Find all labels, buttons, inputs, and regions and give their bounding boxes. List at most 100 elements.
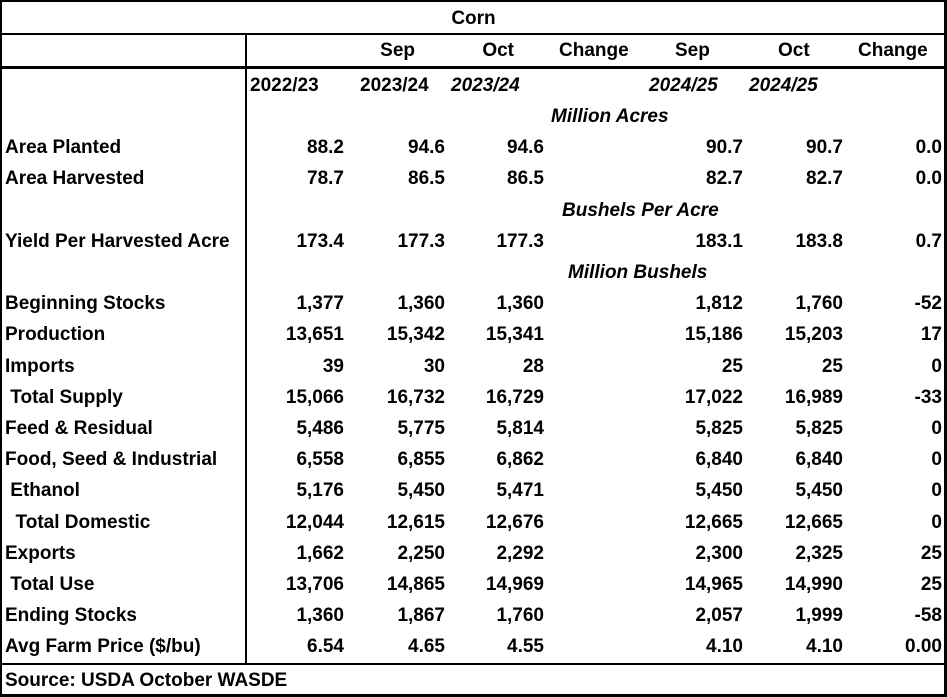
table-cell: 15,203 bbox=[784, 324, 843, 345]
label-column-divider bbox=[245, 33, 247, 663]
table-cell: 13,706 bbox=[285, 574, 344, 595]
table-cell: 39 bbox=[322, 356, 344, 377]
row-label: Total Supply bbox=[5, 387, 123, 408]
row-label: Total Use bbox=[5, 574, 95, 595]
header-year: 2022/23 bbox=[250, 75, 319, 96]
table-cell: 1,360 bbox=[397, 293, 445, 314]
table-cell: 4.10 bbox=[806, 636, 843, 657]
row-label: Avg Farm Price ($/bu) bbox=[5, 636, 201, 657]
row-label: Area Planted bbox=[5, 137, 122, 158]
table-cell: 177.3 bbox=[496, 231, 544, 252]
row-label: Ethanol bbox=[5, 480, 80, 501]
table-cell: 6.54 bbox=[307, 636, 344, 657]
header-month: Change bbox=[559, 40, 629, 61]
table-cell: 2,292 bbox=[496, 543, 544, 564]
border-right bbox=[944, 0, 947, 697]
table-cell: 6,840 bbox=[695, 449, 743, 470]
table-cell: 0 bbox=[931, 512, 942, 533]
table-cell: 0 bbox=[931, 480, 942, 501]
table-cell: 1,760 bbox=[795, 293, 843, 314]
table-cell: -33 bbox=[914, 387, 942, 408]
section-unit-label: Million Bushels bbox=[568, 262, 708, 283]
header-month: Oct bbox=[482, 40, 514, 61]
border-left bbox=[0, 0, 2, 697]
table-cell: 12,665 bbox=[684, 512, 743, 533]
table-cell: 86.5 bbox=[507, 168, 544, 189]
row-label: Area Harvested bbox=[5, 168, 145, 189]
table-cell: 14,865 bbox=[386, 574, 445, 595]
table-cell: 2,250 bbox=[397, 543, 445, 564]
source-divider bbox=[0, 663, 947, 665]
table-cell: 0 bbox=[931, 418, 942, 439]
table-cell: -52 bbox=[914, 293, 942, 314]
table-cell: 5,814 bbox=[496, 418, 544, 439]
header-year: 2024/25 bbox=[749, 75, 818, 96]
table-cell: 6,862 bbox=[496, 449, 544, 470]
border-top bbox=[0, 0, 947, 2]
table-cell: 82.7 bbox=[806, 168, 843, 189]
table-cell: 177.3 bbox=[397, 231, 445, 252]
table-cell: 0.7 bbox=[915, 231, 942, 252]
table-cell: 0.00 bbox=[905, 636, 942, 657]
table-cell: 1,867 bbox=[397, 605, 445, 626]
table-cell: 0 bbox=[931, 356, 942, 377]
section-unit-label: Bushels Per Acre bbox=[562, 200, 719, 221]
table-cell: 2,325 bbox=[795, 543, 843, 564]
table-cell: 5,450 bbox=[397, 480, 445, 501]
table-cell: 28 bbox=[522, 356, 544, 377]
table-cell: 82.7 bbox=[706, 168, 743, 189]
table-cell: 14,990 bbox=[784, 574, 843, 595]
row-label: Imports bbox=[5, 356, 75, 377]
table-cell: 15,186 bbox=[684, 324, 743, 345]
table-cell: 88.2 bbox=[307, 137, 344, 158]
header-month: Change bbox=[858, 40, 928, 61]
table-cell: 6,855 bbox=[397, 449, 445, 470]
table-cell: 13,651 bbox=[285, 324, 344, 345]
table-cell: 17,022 bbox=[684, 387, 743, 408]
header-year: 2023/24 bbox=[360, 75, 429, 96]
section-unit-label: Million Acres bbox=[551, 106, 669, 127]
table-cell: 12,615 bbox=[386, 512, 445, 533]
table-cell: 5,825 bbox=[795, 418, 843, 439]
table-cell: -58 bbox=[914, 605, 942, 626]
table-cell: 5,176 bbox=[296, 480, 344, 501]
header-year: 2024/25 bbox=[649, 75, 718, 96]
table-cell: 5,486 bbox=[296, 418, 344, 439]
row-label: Beginning Stocks bbox=[5, 293, 166, 314]
table-cell: 1,360 bbox=[296, 605, 344, 626]
table-cell: 94.6 bbox=[507, 137, 544, 158]
table-cell: 25 bbox=[920, 574, 942, 595]
header-month bbox=[248, 35, 344, 66]
table-cell: 17 bbox=[920, 324, 942, 345]
table-cell: 0 bbox=[931, 449, 942, 470]
row-label: Total Domestic bbox=[5, 512, 151, 533]
table-cell: 86.5 bbox=[408, 168, 445, 189]
table-cell: 1,377 bbox=[296, 293, 344, 314]
table-cell: 1,662 bbox=[296, 543, 344, 564]
table-cell: 2,057 bbox=[695, 605, 743, 626]
table-cell: 94.6 bbox=[408, 137, 445, 158]
table-cell: 25 bbox=[821, 356, 843, 377]
table-cell: 1,999 bbox=[795, 605, 843, 626]
table-cell: 12,676 bbox=[485, 512, 544, 533]
table-cell: 4.65 bbox=[408, 636, 445, 657]
table-cell: 2,300 bbox=[695, 543, 743, 564]
table-cell: 6,558 bbox=[296, 449, 344, 470]
table-cell: 14,969 bbox=[485, 574, 544, 595]
table-cell: 1,360 bbox=[496, 293, 544, 314]
header-month: Oct bbox=[778, 40, 810, 61]
table-cell: 12,665 bbox=[784, 512, 843, 533]
row-label: Exports bbox=[5, 543, 76, 564]
table-cell: 15,066 bbox=[285, 387, 344, 408]
table-cell: 5,450 bbox=[795, 480, 843, 501]
table-cell: 5,471 bbox=[496, 480, 544, 501]
table-cell: 14,965 bbox=[684, 574, 743, 595]
border-bottom bbox=[0, 694, 947, 697]
table-cell: 173.4 bbox=[296, 231, 344, 252]
table-cell: 5,775 bbox=[397, 418, 445, 439]
table-cell: 0.0 bbox=[915, 137, 942, 158]
table-cell: 183.8 bbox=[795, 231, 843, 252]
table-cell: 25 bbox=[721, 356, 743, 377]
table-cell: 90.7 bbox=[806, 137, 843, 158]
source-note: Source: USDA October WASDE bbox=[5, 670, 288, 691]
